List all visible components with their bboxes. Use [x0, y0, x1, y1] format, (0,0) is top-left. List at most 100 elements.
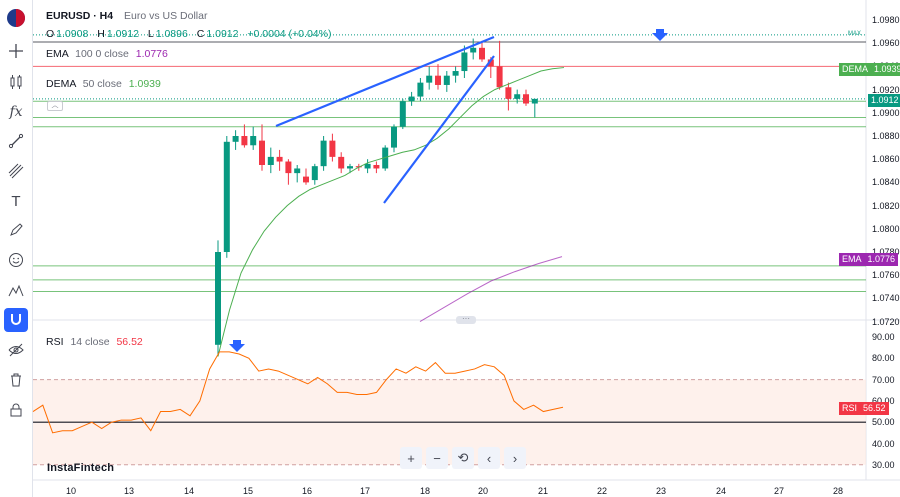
- trend-line-lower: [383, 55, 495, 204]
- price-axis-label: 1.0760: [872, 270, 900, 281]
- ema-name: EMA: [46, 48, 69, 60]
- rsi-axis-label: 30.00: [872, 459, 895, 470]
- candle-body: [311, 166, 318, 181]
- candle-body: [479, 47, 485, 60]
- trend-line-icon[interactable]: [4, 129, 28, 153]
- zoom-out-button[interactable]: −: [426, 447, 448, 469]
- price-axis-label: 1.0980: [872, 15, 900, 25]
- price-axis-label: 1.0900: [872, 107, 900, 118]
- candle-body: [443, 75, 450, 85]
- collapse-legend-button[interactable]: ︿: [47, 101, 63, 111]
- formula-icon[interactable]: fx: [9, 104, 23, 120]
- symbol-legend: EURUSD · H4 Euro vs US Dollar: [46, 10, 207, 22]
- candle-body: [496, 66, 503, 88]
- dema-price-tag: DEMA 1.0939: [839, 63, 900, 76]
- candle-body: [426, 75, 433, 83]
- candle-body: [267, 156, 274, 165]
- candle-body: [470, 47, 477, 53]
- rsi-params: 14 close: [70, 336, 110, 348]
- dema-value: 1.0939: [128, 78, 161, 90]
- text-icon[interactable]: T: [11, 192, 21, 210]
- ema-price-tag: EMA 1.0776: [839, 253, 899, 266]
- crosshair-icon[interactable]: [4, 39, 28, 63]
- candle-body: [399, 101, 406, 127]
- price-axis-label: 1.0780: [872, 247, 900, 257]
- candle-body: [329, 140, 336, 157]
- symbol-ticker: EURUSD · H4: [46, 10, 114, 22]
- candle-body: [223, 141, 230, 252]
- time-axis-label: 15: [243, 486, 254, 496]
- ema-legend[interactable]: EMA 100 0 close 1.0776: [46, 48, 168, 60]
- candle-body: [250, 136, 257, 146]
- candle-body: [285, 161, 292, 174]
- candles-icon[interactable]: [4, 70, 28, 94]
- candle-body: [408, 96, 415, 102]
- time-axis-label: 24: [716, 486, 727, 496]
- reset-chart-button[interactable]: ⟲: [452, 447, 474, 469]
- rsi-axis-label: 70.00: [872, 374, 895, 385]
- current-price-value: 1.0912: [871, 95, 899, 105]
- close-value: 1.0912: [206, 28, 239, 40]
- rsi-value: 56.52: [116, 336, 143, 348]
- time-axis-label: 14: [184, 486, 195, 496]
- time-axis-label: 18: [420, 486, 431, 496]
- zoom-in-button[interactable]: +: [400, 447, 422, 469]
- dema-params: 50 close: [82, 78, 122, 90]
- lock-icon[interactable]: [4, 398, 28, 422]
- candle-body: [276, 156, 283, 162]
- rsi-axis-label: 90.00: [872, 332, 895, 342]
- candle-body: [487, 59, 494, 67]
- price-axis-label: 1.0880: [872, 131, 900, 141]
- rsi-name: RSI: [46, 336, 64, 348]
- pattern-icon[interactable]: [4, 279, 28, 303]
- candle-body: [373, 165, 380, 169]
- emoji-icon[interactable]: [4, 248, 28, 272]
- candle-body: [505, 87, 512, 99]
- time-axis-label: 21: [538, 486, 549, 496]
- price-axis-label: 1.0960: [872, 38, 900, 49]
- price-axis-label: 1.0800: [872, 223, 900, 234]
- ema-params: 100 0 close: [75, 48, 129, 60]
- time-axis-label: 27: [774, 486, 785, 496]
- symbol-description: Euro vs US Dollar: [124, 10, 208, 22]
- price-axis-label: 1.0920: [872, 84, 900, 95]
- ema-tag-name: EMA: [842, 254, 862, 264]
- candle-body: [364, 163, 371, 169]
- pitchfork-icon[interactable]: [4, 159, 28, 183]
- candle-body: [382, 147, 389, 169]
- dema-legend[interactable]: DEMA 50 close 1.0939: [46, 78, 161, 90]
- time-axis-label: 22: [597, 486, 608, 496]
- price-axis-label: 1.0860: [872, 154, 900, 165]
- rsi-tag-value: 56.52: [863, 403, 886, 413]
- open-value: 1.0908: [56, 28, 89, 40]
- rsi-legend[interactable]: RSI 14 close 56.52: [46, 336, 143, 348]
- trash-icon[interactable]: [4, 368, 28, 392]
- rsi-axis-label: 40.00: [872, 438, 895, 449]
- pane-resize-handle[interactable]: ···: [456, 315, 476, 324]
- dema-tag-name: DEMA: [842, 64, 869, 74]
- ohlc-legend: O 1.0908 H 1.0912 L 1.0896 C 1.0912 +0.0004 …: [46, 28, 337, 40]
- candle-body: [347, 166, 353, 169]
- brush-icon[interactable]: [4, 218, 28, 242]
- scroll-forward-button[interactable]: ›: [504, 447, 526, 469]
- magnet-icon[interactable]: [4, 308, 28, 332]
- candle-body: [215, 252, 221, 345]
- rsi-axis-label: 80.00: [872, 353, 895, 364]
- dema-line: [217, 67, 565, 357]
- dema-tag-value: 1.0939: [874, 64, 900, 74]
- candle-body: [320, 140, 327, 167]
- rsi-axis-label: 60.00: [872, 395, 895, 406]
- down-arrow-icon: [652, 29, 668, 41]
- candle-body: [523, 94, 529, 104]
- rsi-price-tag: RSI 56.52: [839, 402, 889, 415]
- time-axis-label: 28: [833, 486, 844, 496]
- scroll-back-button[interactable]: ‹: [478, 447, 500, 469]
- close-label: C: [196, 28, 205, 40]
- eye-off-icon[interactable]: [4, 338, 28, 362]
- candle-body: [531, 98, 538, 104]
- price-axis-label: 1.0820: [872, 200, 900, 211]
- chart-navigation: + − ⟲ ‹ ›: [400, 447, 526, 469]
- current-price-tag: 1.0912: [868, 94, 900, 107]
- candle-body: [452, 71, 459, 76]
